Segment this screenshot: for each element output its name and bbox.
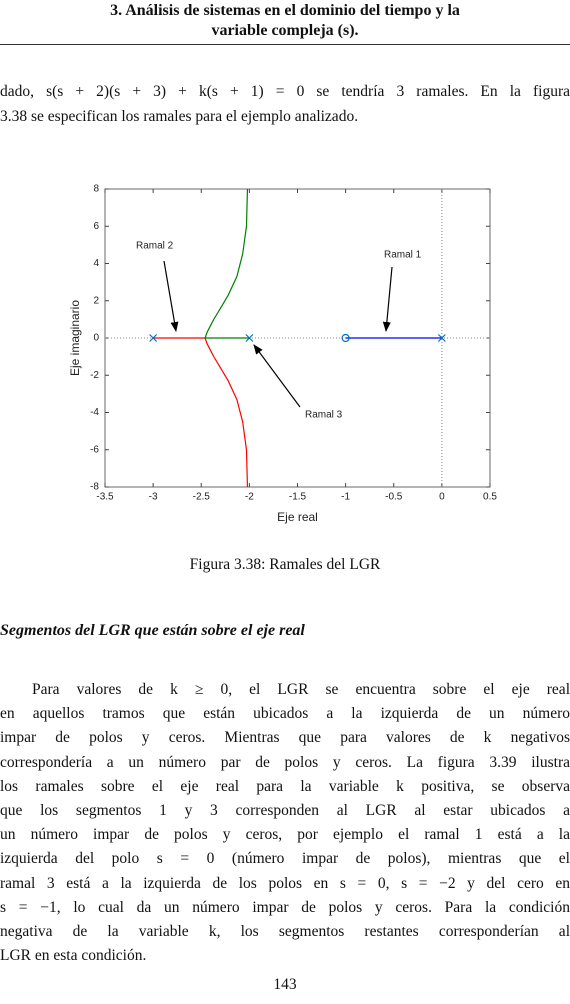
text-line: 3.38 se especifican los ramales para el … bbox=[0, 108, 359, 125]
y-tick-label: -4 bbox=[90, 407, 99, 418]
header-rule bbox=[0, 44, 570, 45]
text-line: negativa de la variable k, los segmentos… bbox=[0, 923, 570, 940]
text-line: izquierda del polo s = 0 (número impar d… bbox=[0, 850, 570, 868]
y-tick-label: 8 bbox=[93, 184, 99, 195]
annotation-arrow bbox=[253, 344, 301, 408]
zero-marker bbox=[341, 333, 350, 343]
y-tick-label: 4 bbox=[93, 258, 99, 269]
y-tick-label: -6 bbox=[90, 444, 99, 455]
annotation-arrow bbox=[382, 266, 393, 332]
x-tick-label: -0.5 bbox=[385, 492, 403, 503]
text-line: impar de polos y ceros. Mientras que par… bbox=[0, 729, 570, 747]
x-tick-label: -2.5 bbox=[193, 492, 211, 503]
x-tick-label: -1.5 bbox=[289, 492, 307, 503]
pole-marker bbox=[245, 334, 254, 342]
locus-branch bbox=[204, 188, 250, 339]
annotation: Ramal 2 bbox=[136, 241, 174, 252]
text-line: un número impar de polos y ceros, por ej… bbox=[0, 826, 570, 844]
caption: Figura 3.38: Ramales del LGR bbox=[189, 556, 381, 573]
y-tick-label: 0 bbox=[93, 333, 99, 344]
text-line: dado, s(s + 2)(s + 3) + k(s + 1) = 0 se … bbox=[0, 83, 570, 100]
x-tick-label: -3 bbox=[149, 492, 158, 503]
text-line: en aquellos tramos que están ubicados a … bbox=[0, 705, 570, 723]
text-line: los ramales sobre el eje real para la va… bbox=[0, 777, 570, 795]
x-tick-label: -1 bbox=[341, 492, 350, 503]
x-tick-label: -2 bbox=[245, 492, 254, 503]
text-line: ramal 3 está a la izquierda de los polos… bbox=[0, 874, 570, 892]
text-line: Para valores de k ≥ 0, el LGR se encuent… bbox=[32, 681, 570, 698]
annotation-arrow bbox=[163, 260, 179, 332]
pole-marker bbox=[437, 334, 446, 342]
header-line: 3. Análisis de sistemas en el dominio de… bbox=[110, 2, 460, 19]
section-heading: Segmentos del LGR que están sobre el eje… bbox=[0, 622, 305, 639]
text-line: s = −1, lo cual da un número impar de po… bbox=[0, 898, 570, 916]
header-line: variable compleja (s). bbox=[211, 22, 359, 39]
annotation: Ramal 3 bbox=[305, 410, 343, 421]
x-axis-label: Eje real bbox=[277, 510, 318, 524]
x-tick-label: -3.5 bbox=[96, 492, 114, 503]
y-tick-label: 6 bbox=[93, 221, 99, 232]
y-tick-label: -8 bbox=[90, 482, 99, 493]
text-line: que los segmentos 1 y 3 corresponden al … bbox=[0, 802, 570, 819]
y-tick-label: -2 bbox=[90, 370, 99, 381]
annotation: Ramal 1 bbox=[384, 250, 422, 261]
text-line: correspondería a un número par de polos … bbox=[0, 753, 570, 771]
y-tick-label: 2 bbox=[93, 295, 99, 306]
x-tick-label: 0 bbox=[439, 492, 445, 503]
pole-marker bbox=[149, 334, 158, 342]
text-line: LGR en esta condición. bbox=[0, 947, 147, 965]
locus-branch bbox=[153, 337, 249, 488]
x-tick-label: 0.5 bbox=[483, 492, 497, 503]
y-axis-label: Eje imaginario bbox=[68, 300, 82, 376]
figure: -3.5 -3 -2.5 -2 -1.5 -1 -0.5 0 0.5 -8 -6 -4 -2 0 2 4 6 8 E… bbox=[68, 184, 497, 525]
page-number: 143 bbox=[273, 976, 297, 993]
